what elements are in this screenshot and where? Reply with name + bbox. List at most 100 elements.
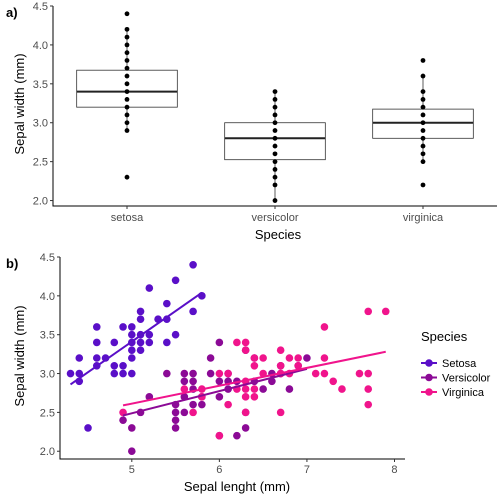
x-tick-label: 8: [391, 464, 397, 476]
data-point: [215, 377, 224, 386]
legend-label: Setosa: [442, 358, 477, 370]
legend-label: Versicolor: [442, 373, 491, 385]
data-point: [364, 369, 373, 378]
data-point: [171, 276, 180, 285]
data-point: [420, 120, 426, 126]
data-point: [272, 198, 278, 203]
panel-b-x-axis-title: Sepal lenght (mm): [184, 479, 290, 494]
series-versicolor: [119, 338, 311, 456]
data-point: [84, 424, 92, 432]
x-tick-label: 5: [129, 464, 135, 476]
y-tick-label: 4.0: [33, 40, 48, 52]
data-point: [381, 307, 390, 316]
panel-a-tag: a): [6, 5, 18, 20]
panel-a-x-axis-title: Species: [255, 227, 302, 242]
data-point: [272, 96, 278, 102]
data-point: [110, 338, 119, 347]
data-point: [272, 89, 278, 95]
data-point: [420, 89, 426, 95]
data-point: [128, 369, 136, 378]
data-point: [250, 354, 259, 362]
legend-item-virginica: Virginica: [421, 387, 485, 399]
panel-a-marks: [76, 11, 474, 203]
data-point: [241, 338, 250, 347]
panel-b-scatter: b) 2.0 2.5 3.0 3.5 4.0 4.5 5 6 7 8 Sepal lenght (…: [6, 252, 491, 494]
data-point: [215, 431, 224, 440]
panel-b-y-axis-title: Sepal width (mm): [12, 305, 27, 406]
data-point: [250, 385, 259, 393]
panel-a-boxplot: a) 2.0 2.5 3.0 3.5 4.0 4.5 setosa versicolor vir…: [6, 1, 497, 242]
data-point: [303, 354, 311, 362]
data-point: [329, 377, 337, 386]
legend-item-setosa: Setosa: [421, 358, 477, 370]
data-point: [136, 346, 145, 355]
fit-line-setosa: [69, 291, 203, 386]
data-point: [420, 151, 426, 157]
fit-line-versicolor: [122, 367, 308, 417]
data-point: [189, 369, 197, 378]
x-tick-label: setosa: [111, 212, 144, 224]
data-point: [272, 151, 278, 157]
panel-b-marks: [66, 260, 390, 456]
x-tick-label: 7: [304, 464, 310, 476]
data-point: [119, 361, 127, 370]
data-point: [124, 34, 130, 40]
data-point: [171, 424, 180, 432]
data-point: [189, 377, 197, 386]
data-point: [163, 369, 171, 378]
data-point: [215, 338, 224, 347]
y-tick-label: 3.0: [40, 369, 55, 381]
data-point: [259, 385, 267, 393]
data-point: [189, 408, 197, 417]
data-point: [128, 354, 136, 362]
data-point: [420, 104, 426, 110]
data-point: [272, 182, 278, 188]
data-point: [75, 369, 84, 378]
data-point: [136, 338, 145, 347]
data-point: [124, 112, 130, 118]
data-point: [294, 361, 302, 370]
data-point: [250, 393, 259, 401]
data-point: [272, 135, 278, 141]
data-point: [92, 354, 101, 362]
data-point: [124, 120, 130, 126]
data-point: [241, 393, 250, 401]
data-point: [119, 416, 127, 424]
data-point: [206, 354, 215, 362]
data-point: [276, 408, 285, 417]
y-tick-label: 2.0: [40, 446, 55, 458]
data-point: [224, 369, 232, 378]
data-point: [276, 361, 285, 370]
data-point: [420, 143, 426, 149]
data-point: [338, 385, 346, 393]
data-point: [124, 26, 130, 32]
data-point: [364, 385, 373, 393]
data-point: [198, 400, 206, 409]
data-point: [420, 182, 426, 188]
data-point: [241, 408, 250, 417]
points-virginica: [420, 58, 426, 188]
data-point: [355, 369, 364, 378]
data-point: [110, 369, 119, 378]
data-point: [294, 354, 302, 362]
data-point: [171, 330, 180, 339]
data-point: [180, 408, 189, 417]
data-point: [124, 50, 130, 56]
data-point: [215, 369, 224, 378]
data-point: [136, 307, 145, 316]
data-point: [163, 299, 171, 308]
points-versicolor: [272, 89, 278, 203]
data-point: [145, 284, 154, 292]
data-point: [241, 346, 250, 355]
data-point: [128, 447, 136, 456]
data-point: [272, 128, 278, 133]
x-tick-label: versicolor: [251, 212, 298, 224]
data-point: [66, 369, 75, 378]
data-point: [124, 42, 130, 48]
box-virginica: [372, 76, 474, 162]
series-setosa: [66, 260, 206, 432]
panel-b-tag: b): [6, 256, 18, 271]
data-point: [224, 400, 232, 409]
data-point: [124, 65, 130, 71]
panel-b-axes: 2.0 2.5 3.0 3.5 4.0 4.5 5 6 7 8: [40, 252, 405, 476]
